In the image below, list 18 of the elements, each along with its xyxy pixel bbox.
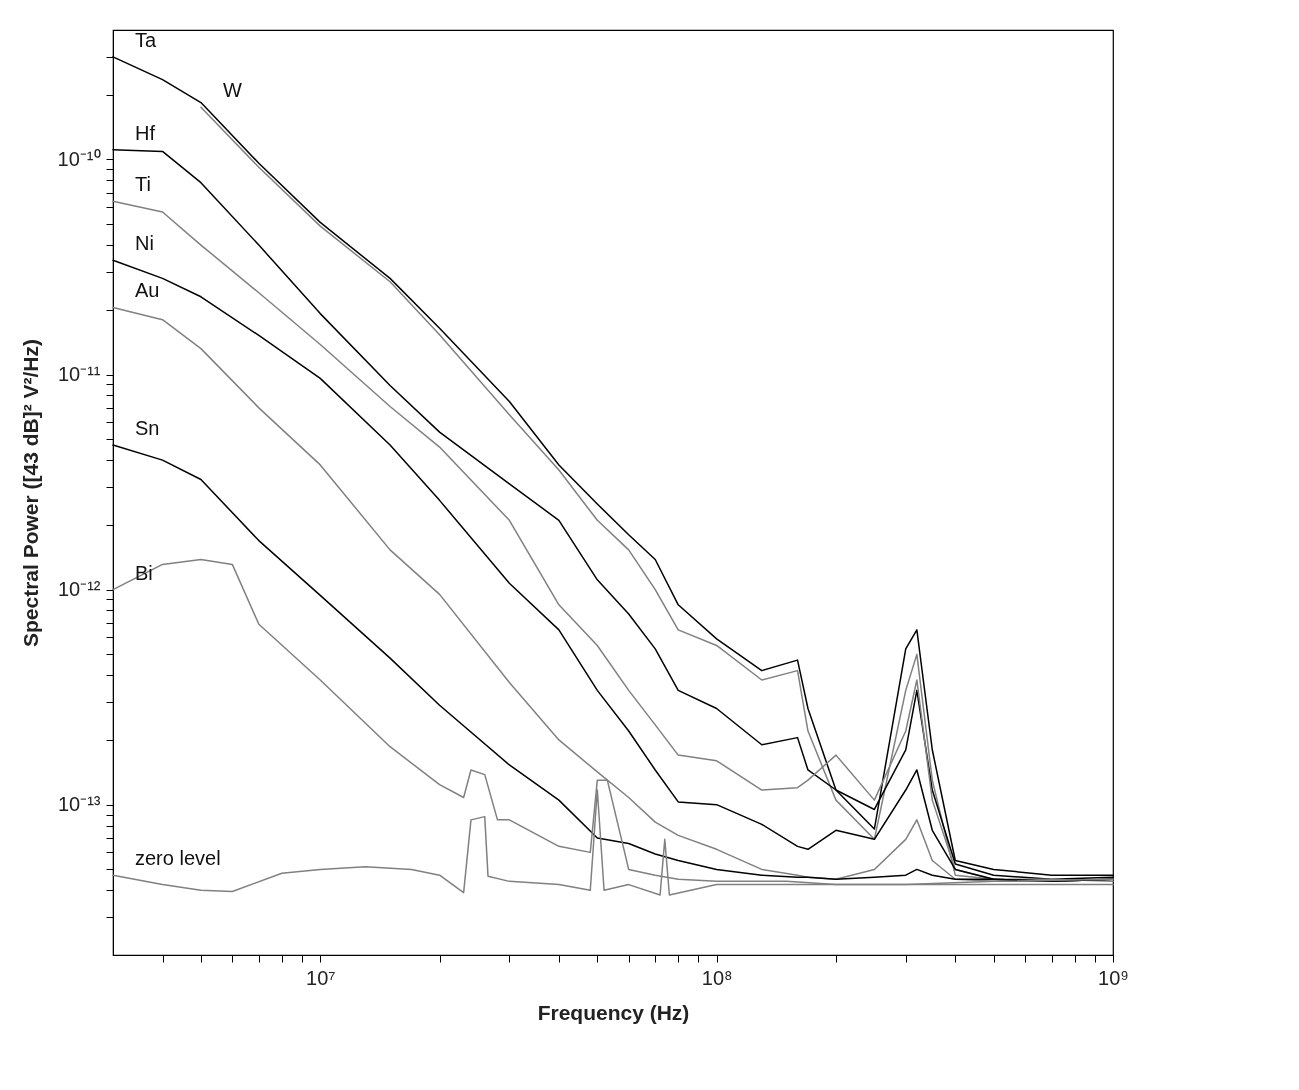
series-label: Au (135, 279, 160, 302)
series-label: Bi (135, 561, 153, 584)
y-axis-title: Spectral Power ([43 dB]² V²/Hz) (18, 338, 42, 648)
y-tick-label: 10⁻¹⁰ (57, 147, 101, 170)
series-label: Ni (135, 232, 154, 255)
series-label: zero level (135, 847, 221, 870)
series-label: W (222, 79, 242, 102)
series-label: Sn (135, 417, 160, 440)
x-axis-title: Frequency (Hz) (537, 1000, 690, 1024)
x-tick-label: 10⁹ (1098, 966, 1129, 989)
y-tick-label: 10⁻¹³ (57, 793, 101, 816)
y-tick-label: 10⁻¹¹ (57, 363, 101, 386)
x-tick-label: 10⁷ (306, 966, 336, 989)
y-tick-label: 10⁻¹² (57, 578, 101, 601)
series-label: Ta (135, 28, 157, 51)
series-label: Hf (135, 121, 156, 144)
x-tick-label: 10⁸ (701, 966, 733, 989)
series-label: Ti (135, 173, 151, 196)
